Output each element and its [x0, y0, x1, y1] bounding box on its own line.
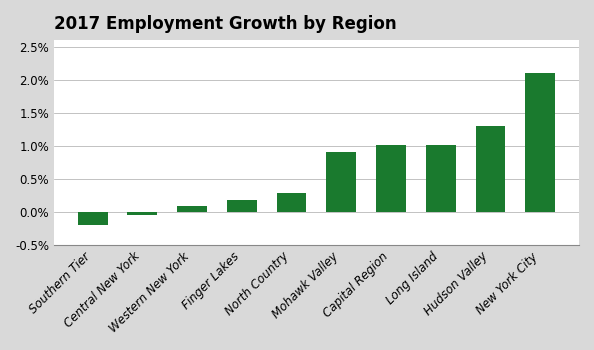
Bar — [78, 212, 108, 225]
Bar — [128, 212, 157, 216]
Bar — [476, 126, 505, 212]
Bar — [177, 205, 207, 212]
Bar — [227, 199, 257, 212]
Bar — [277, 193, 307, 212]
Bar — [426, 145, 456, 212]
Text: 2017 Employment Growth by Region: 2017 Employment Growth by Region — [54, 15, 396, 33]
Bar — [326, 152, 356, 212]
Bar — [376, 145, 406, 212]
Bar — [525, 73, 555, 212]
